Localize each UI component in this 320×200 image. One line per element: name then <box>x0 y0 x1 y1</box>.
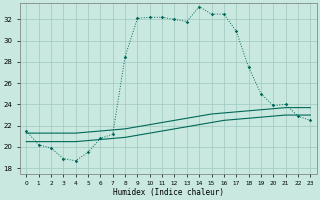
X-axis label: Humidex (Indice chaleur): Humidex (Indice chaleur) <box>113 188 224 197</box>
